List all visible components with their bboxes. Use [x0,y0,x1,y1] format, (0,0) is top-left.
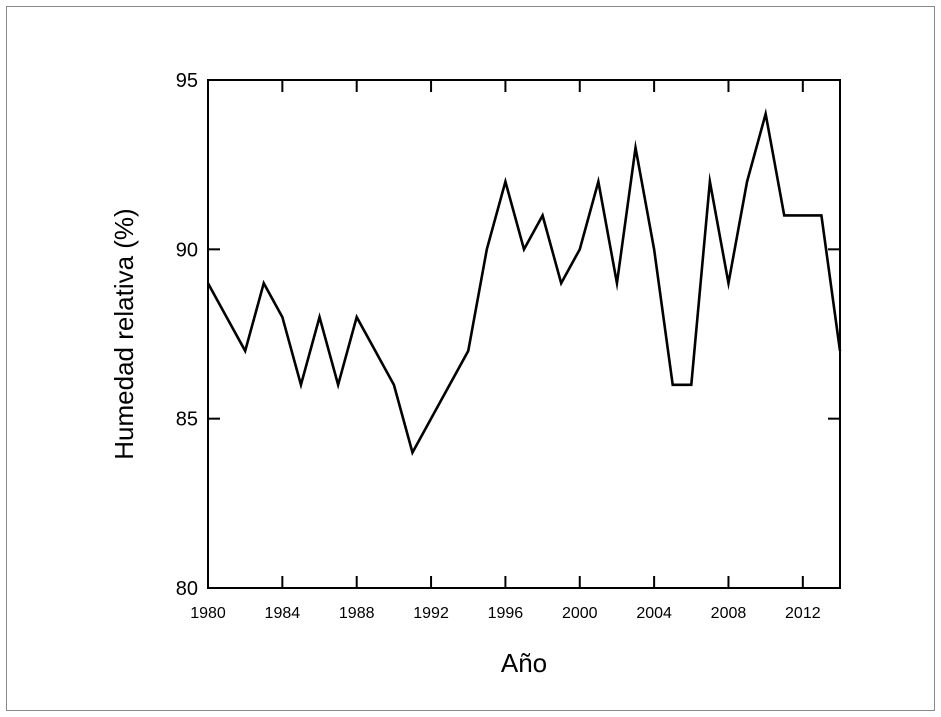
x-tick-label: 1988 [339,605,375,622]
data-point [672,384,673,385]
data-point [821,215,822,216]
data-point [635,147,636,148]
data-point [598,181,599,182]
y-axis-label: Humedad relativa (%) [109,208,139,459]
data-point [263,283,264,284]
x-tick-label: 2004 [636,605,672,622]
data-point [356,317,357,318]
x-tick-label: 1984 [265,605,301,622]
data-point [840,350,841,351]
series-group [206,108,842,456]
y-axis-ticks: 80 85 90 95 [176,70,840,600]
data-point [616,283,617,284]
figure-frame [6,6,935,711]
data-point [579,249,580,250]
data-point [449,384,450,385]
data-point [319,317,320,318]
data-point [208,283,209,284]
data-point [747,181,748,182]
data-point [542,215,543,216]
data-point [338,384,339,385]
data-point [412,452,413,453]
data-point [654,249,655,250]
data-point [784,215,785,216]
x-tick-label: 1980 [190,605,226,622]
x-tick-label: 2008 [711,605,747,622]
data-point [468,350,469,351]
data-point [802,215,803,216]
x-tick-label: 1992 [413,605,449,622]
x-tick-label: 2000 [562,605,598,622]
data-point [431,418,432,419]
humidity-series-line [206,108,842,456]
x-axis-label: Año [501,648,547,678]
data-point [561,283,562,284]
data-point [486,249,487,250]
data-point [505,181,506,182]
x-tick-label: 2012 [785,605,821,622]
y-tick-label: 95 [176,70,198,92]
x-axis-ticks: 1980 1984 1988 1992 1996 2000 2004 2008 2012 [190,80,821,622]
x-tick-label: 1996 [488,605,524,622]
y-tick-label: 80 [176,578,198,600]
data-point [691,384,692,385]
data-point [282,317,283,318]
data-point [375,350,376,351]
data-point [709,181,710,182]
y-tick-label: 85 [176,409,198,431]
data-point [245,350,246,351]
data-point [765,113,766,114]
y-tick-label: 90 [176,239,198,261]
data-point [393,384,394,385]
data-point [728,283,729,284]
plot-area [207,79,841,589]
data-point [226,317,227,318]
data-point [524,249,525,250]
data-point [300,384,301,385]
